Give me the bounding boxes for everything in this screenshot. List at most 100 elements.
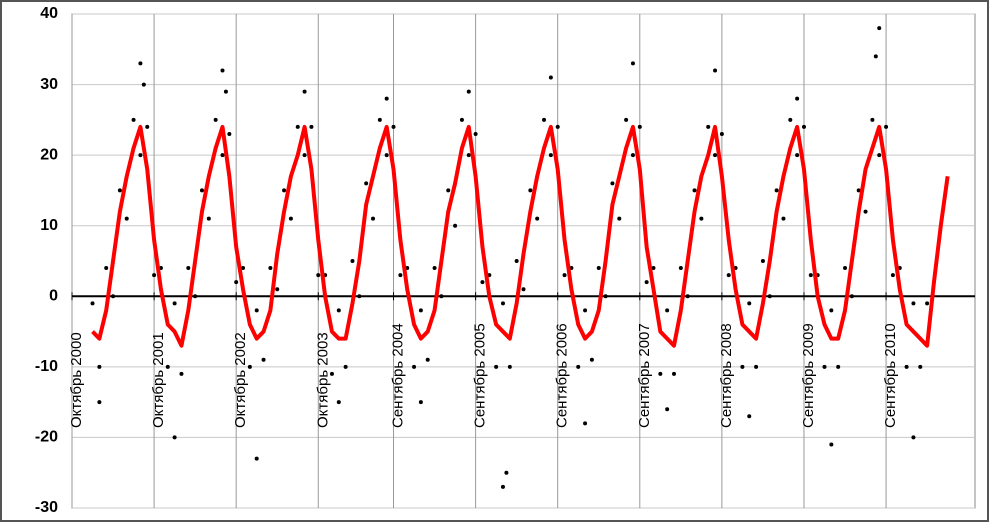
- data-point: [767, 294, 772, 299]
- data-point: [152, 273, 157, 278]
- data-point: [141, 82, 146, 87]
- x-tick-label: Октябрь 2000: [68, 332, 85, 428]
- data-point: [172, 435, 177, 440]
- x-tick-label: Сентябрь 2005: [472, 323, 489, 428]
- data-point: [890, 273, 895, 278]
- data-point: [644, 280, 649, 285]
- data-point: [555, 124, 560, 129]
- data-point: [918, 364, 923, 369]
- data-point: [904, 364, 909, 369]
- data-point: [925, 301, 930, 306]
- data-point: [877, 153, 882, 158]
- x-tick-label: Сентябрь 2010: [882, 323, 899, 428]
- data-point: [172, 301, 177, 306]
- data-point: [822, 364, 827, 369]
- data-point: [432, 266, 437, 271]
- data-point: [247, 364, 252, 369]
- data-point: [884, 124, 889, 129]
- data-point: [726, 273, 731, 278]
- data-point: [418, 308, 423, 313]
- data-point: [576, 364, 581, 369]
- data-point: [548, 153, 553, 158]
- data-point: [870, 117, 875, 122]
- data-point: [104, 266, 109, 271]
- data-point: [678, 266, 683, 271]
- data-point: [500, 301, 505, 306]
- data-point: [446, 188, 451, 193]
- x-tick-label: Сентябрь 2009: [800, 323, 817, 428]
- data-point: [630, 61, 635, 66]
- data-point: [873, 54, 878, 59]
- data-point: [713, 153, 718, 158]
- data-point: [849, 294, 854, 299]
- data-point: [336, 308, 341, 313]
- data-point: [223, 89, 228, 94]
- data-point: [254, 456, 259, 461]
- data-point: [179, 371, 184, 376]
- data-point: [583, 308, 588, 313]
- data-point: [193, 294, 198, 299]
- data-point: [911, 301, 916, 306]
- data-point: [220, 68, 225, 73]
- y-tick-label: 40: [40, 5, 58, 22]
- data-point: [302, 89, 307, 94]
- data-point: [685, 294, 690, 299]
- data-point: [459, 117, 464, 122]
- data-point: [665, 407, 670, 412]
- data-point: [617, 216, 622, 221]
- data-point: [391, 124, 396, 129]
- data-point: [275, 287, 280, 292]
- data-point: [801, 124, 806, 129]
- data-point: [542, 117, 547, 122]
- data-point: [124, 216, 129, 221]
- data-point: [836, 364, 841, 369]
- data-point: [418, 400, 423, 405]
- data-point: [740, 364, 745, 369]
- data-point: [213, 117, 218, 122]
- y-tick-label: 20: [40, 146, 58, 163]
- data-point: [829, 308, 834, 313]
- data-point: [774, 188, 779, 193]
- data-point: [637, 124, 642, 129]
- data-point: [131, 117, 136, 122]
- data-point: [364, 181, 369, 186]
- data-point: [624, 117, 629, 122]
- data-point: [603, 294, 608, 299]
- data-point: [425, 357, 430, 362]
- data-point: [500, 484, 505, 489]
- data-point: [494, 364, 499, 369]
- data-point: [186, 266, 191, 271]
- data-point: [234, 280, 239, 285]
- data-point: [302, 153, 307, 158]
- y-tick-label: 10: [40, 217, 58, 234]
- data-point: [911, 435, 916, 440]
- data-point: [357, 294, 362, 299]
- data-point: [254, 308, 259, 313]
- data-point: [760, 259, 765, 263]
- data-point: [343, 364, 348, 369]
- data-point: [507, 364, 512, 369]
- data-point: [241, 266, 246, 271]
- data-point: [111, 294, 116, 299]
- data-point: [672, 371, 676, 376]
- data-point: [548, 75, 553, 80]
- data-point: [288, 216, 293, 221]
- data-point: [316, 273, 321, 278]
- x-tick-label: Сентябрь 2004: [390, 323, 407, 428]
- data-point: [863, 209, 868, 214]
- data-point: [630, 153, 635, 158]
- data-point: [514, 259, 519, 263]
- data-point: [713, 68, 718, 73]
- data-point: [466, 89, 471, 94]
- data-point: [90, 301, 95, 306]
- data-point: [309, 124, 314, 129]
- data-point: [583, 421, 588, 426]
- data-point: [384, 153, 389, 158]
- data-point: [754, 364, 759, 369]
- x-tick-label: Сентябрь 2007: [636, 323, 653, 428]
- y-tick-label: 30: [40, 76, 58, 93]
- data-point: [206, 216, 211, 221]
- y-tick-label: -10: [35, 358, 58, 375]
- data-point: [747, 301, 752, 306]
